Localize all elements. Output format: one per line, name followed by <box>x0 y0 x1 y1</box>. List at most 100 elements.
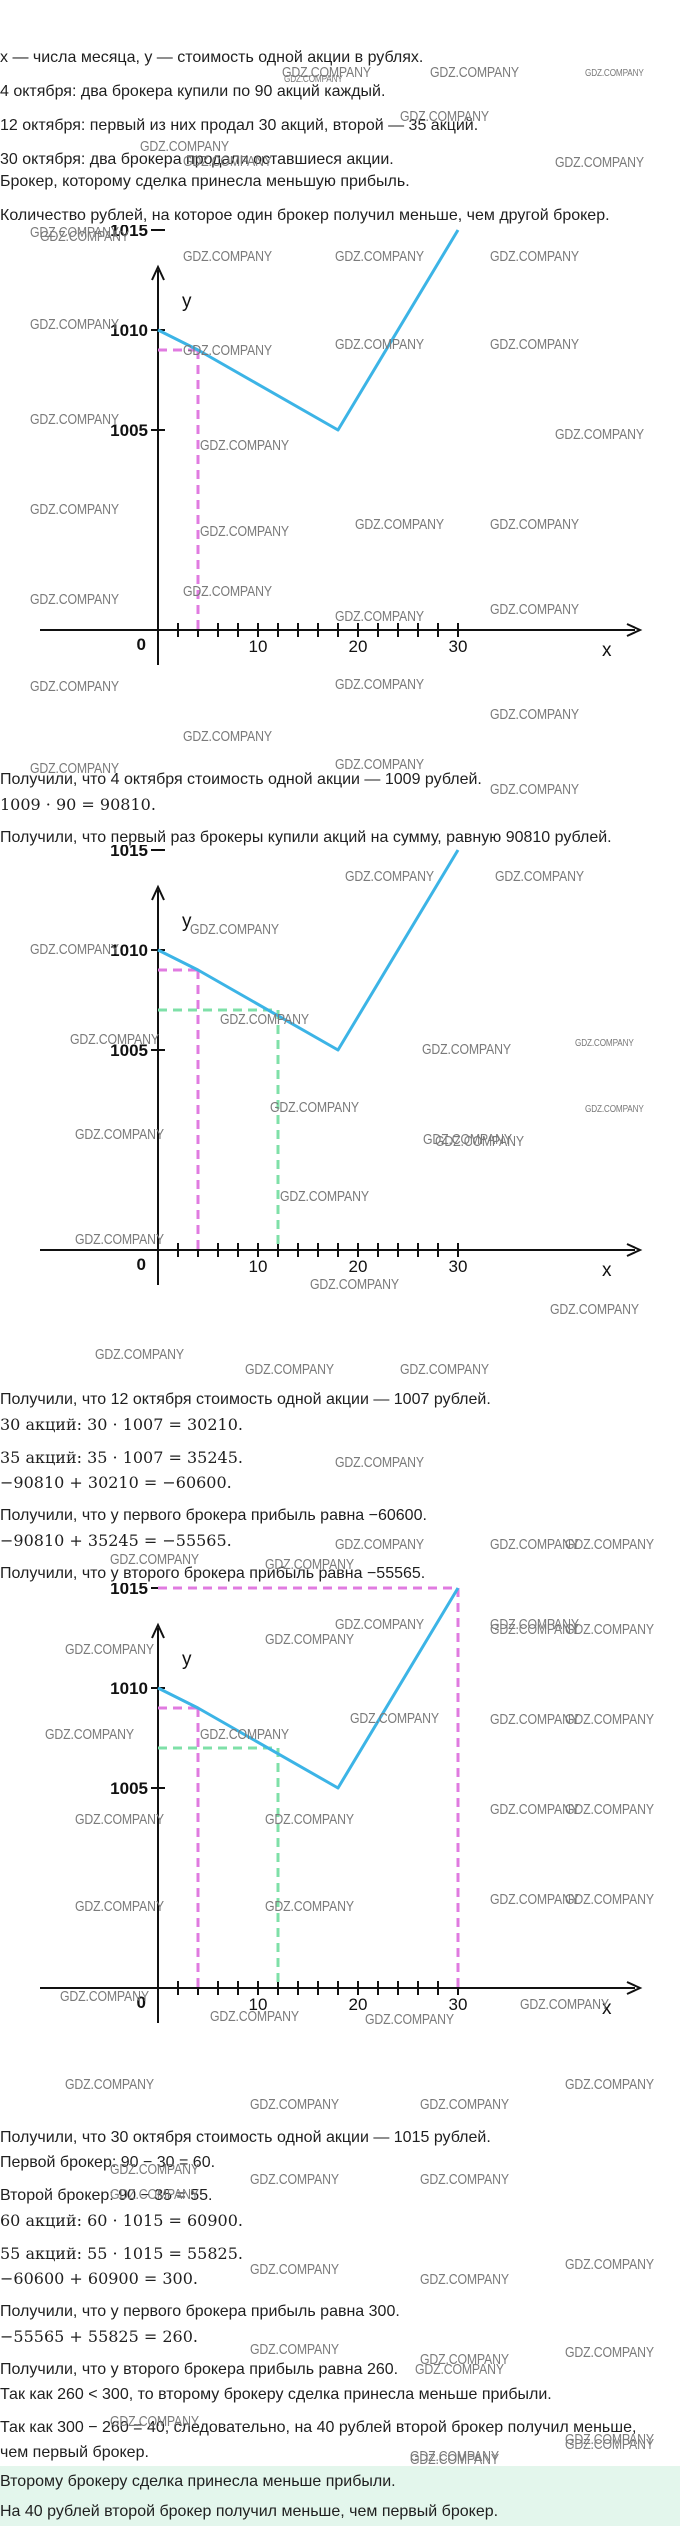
watermark-text: GDZ.COMPANY <box>490 248 579 265</box>
watermark-text: GDZ.COMPANY <box>30 501 119 518</box>
oct12-text: 12 октября: первый из них продал 30 акци… <box>0 117 479 134</box>
watermark-text: GDZ.COMPANY <box>565 2431 654 2448</box>
watermark-text: GDZ.COMPANY <box>95 1346 184 1363</box>
watermark-text: GDZ.COMPANY <box>190 921 279 938</box>
y-tick-label: 1015 <box>110 225 148 240</box>
watermark-text: GDZ.COMPANY <box>420 2351 509 2368</box>
watermark-text: GDZ.COMPANY <box>585 1104 644 1115</box>
watermark-text: GDZ.COMPANY <box>565 2256 654 2273</box>
watermark-text: GDZ.COMPANY <box>490 706 579 723</box>
watermark-text: GDZ.COMPANY <box>565 2344 654 2361</box>
step3-line8: −55565 + 55825 = 260. <box>0 2327 198 2346</box>
watermark-text: GDZ.COMPANY <box>65 2076 154 2093</box>
y-axis-arrow <box>151 264 165 281</box>
step3-line1: Получили, что 30 октября стоимость одной… <box>0 2129 491 2146</box>
watermark-text: GDZ.COMPANY <box>183 728 272 745</box>
step3-line3: Второй брокер: 90 − 35 = 55. <box>0 2187 213 2204</box>
watermark-text: GDZ.COMPANY <box>220 1011 309 1028</box>
watermark-text: GDZ.COMPANY <box>60 1988 149 2005</box>
y-tick-label: 1005 <box>110 421 148 440</box>
watermark-text: GDZ.COMPANY <box>265 1898 354 1915</box>
watermark-text: GDZ.COMPANY <box>30 591 119 608</box>
watermark-text: GDZ.COMPANY <box>565 1711 654 1728</box>
watermark-text: GDZ.COMPANY <box>75 1898 164 1915</box>
x-tick-label: 30 <box>449 1995 468 2014</box>
watermark-text: GDZ.COMPANY <box>200 523 289 540</box>
step1-line2: 1009 · 90 = 90810. <box>0 795 156 814</box>
question-1-text: Брокер, которому сделка принесла меньшую… <box>0 173 410 190</box>
watermark-text: GDZ.COMPANY <box>565 1891 654 1908</box>
step3-line4: 60 акций: 60 · 1015 = 60900. <box>0 2211 243 2230</box>
x-axis-arrow <box>626 1243 643 1257</box>
watermark-text: GDZ.COMPANY <box>422 1041 511 1058</box>
watermark-text: GDZ.COMPANY <box>183 583 272 600</box>
watermark-text: GDZ.COMPANY <box>585 68 644 79</box>
watermark-text: GDZ.COMPANY <box>250 2171 339 2188</box>
watermark-text: GDZ.COMPANY <box>245 1361 334 1378</box>
watermark-text: GDZ.COMPANY <box>40 228 129 245</box>
y-axis-label: y <box>182 911 192 932</box>
watermark-text: GDZ.COMPANY <box>355 516 444 533</box>
watermark-text: GDZ.COMPANY <box>30 941 119 958</box>
watermark-text: GDZ.COMPANY <box>555 154 644 171</box>
y-tick-label: 1010 <box>110 941 148 960</box>
watermark-text: GDZ.COMPANY <box>490 1616 579 1633</box>
step3-line5: 55 акций: 55 · 1015 = 55825. <box>0 2244 243 2263</box>
watermark-text: GDZ.COMPANY <box>410 2448 499 2465</box>
watermark-text: GDZ.COMPANY <box>310 1276 399 1293</box>
step2-line7: Получили, что у второго брокера прибыль … <box>0 1565 426 1582</box>
step2-line5: Получили, что у первого брокера прибыль … <box>0 1507 427 1524</box>
x-tick-label: 20 <box>349 1995 368 2014</box>
watermark-text: GDZ.COMPANY <box>140 138 229 155</box>
watermark-text: GDZ.COMPANY <box>575 1038 634 1049</box>
step3-line2: Первой брокер: 90 − 30 = 60. <box>0 2154 216 2171</box>
watermark-text: GDZ.COMPANY <box>415 2361 504 2378</box>
x-tick-label: 10 <box>249 1995 268 2014</box>
watermark-text: GDZ.COMPANY <box>435 1133 524 1150</box>
watermark-text: GDZ.COMPANY <box>550 1301 639 1318</box>
watermark-text: GDZ.COMPANY <box>565 1536 654 1553</box>
watermark-text: GDZ.COMPANY <box>270 1099 359 1116</box>
watermark-text: GDZ.COMPANY <box>70 1031 159 1048</box>
watermark-text: GDZ.COMPANY <box>30 224 119 241</box>
x-axis-label: x <box>602 1998 612 2019</box>
watermark-text: GDZ.COMPANY <box>200 1726 289 1743</box>
step1-line3: Получили, что первый раз брокеры купили … <box>0 829 612 846</box>
watermark-text: GDZ.COMPANY <box>490 336 579 353</box>
y-tick-label: 1005 <box>110 1779 148 1798</box>
watermark-text: GDZ.COMPANY <box>250 2261 339 2278</box>
chart-1: 10 20 30 1005 1010 1015 0 x y <box>40 225 643 665</box>
step2-line3: 35 акций: 35 · 1007 = 35245. <box>0 1448 243 1467</box>
y-axis-arrow <box>151 1622 165 1639</box>
step2-line2: 30 акций: 30 · 1007 = 30210. <box>0 1415 243 1434</box>
watermark-text: GDZ.COMPANY <box>490 1801 579 1818</box>
answer-highlight <box>0 2466 680 2526</box>
watermark-text: GDZ.COMPANY <box>335 756 424 773</box>
watermark-text: GDZ.COMPANY <box>75 1231 164 1248</box>
watermark-text: GDZ.COMPANY <box>110 2413 199 2430</box>
watermark-text: GDZ.COMPANY <box>350 1710 439 1727</box>
watermark-text: GDZ.COMPANY <box>265 1631 354 1648</box>
watermark-text: GDZ.COMPANY <box>490 1891 579 1908</box>
x-tick-label: 20 <box>349 1257 368 1276</box>
watermark-text: GDZ.COMPANY <box>420 2271 509 2288</box>
watermark-text: GDZ.COMPANY <box>282 64 371 81</box>
watermark-text: GDZ.COMPANY <box>284 74 343 85</box>
watermark-text: GDZ.COMPANY <box>365 2011 454 2028</box>
definition-text: x — числа месяца, y — стоимость одной ак… <box>0 49 424 66</box>
x-axis-arrow <box>626 1981 643 1995</box>
watermark-text: GDZ.COMPANY <box>65 1641 154 1658</box>
origin-label: 0 <box>137 1255 146 1274</box>
watermark-text: GDZ.COMPANY <box>565 2076 654 2093</box>
watermark-text: GDZ.COMPANY <box>490 1536 579 1553</box>
watermark-text: GDZ.COMPANY <box>110 1551 199 1568</box>
watermark-text: GDZ.COMPANY <box>430 64 519 81</box>
watermark-text: GDZ.COMPANY <box>490 601 579 618</box>
watermark-text: GDZ.COMPANY <box>280 1188 369 1205</box>
watermark-text: GDZ.COMPANY <box>75 1811 164 1828</box>
watermark-text: GDZ.COMPANY <box>250 2341 339 2358</box>
x-axis-label: x <box>602 640 612 661</box>
watermark-text: GDZ.COMPANY <box>335 336 424 353</box>
step3-line11: Так как 300 − 260 = 40, следовательно, н… <box>0 2419 637 2436</box>
question-2-text: Количество рублей, на которое один броке… <box>0 207 610 224</box>
